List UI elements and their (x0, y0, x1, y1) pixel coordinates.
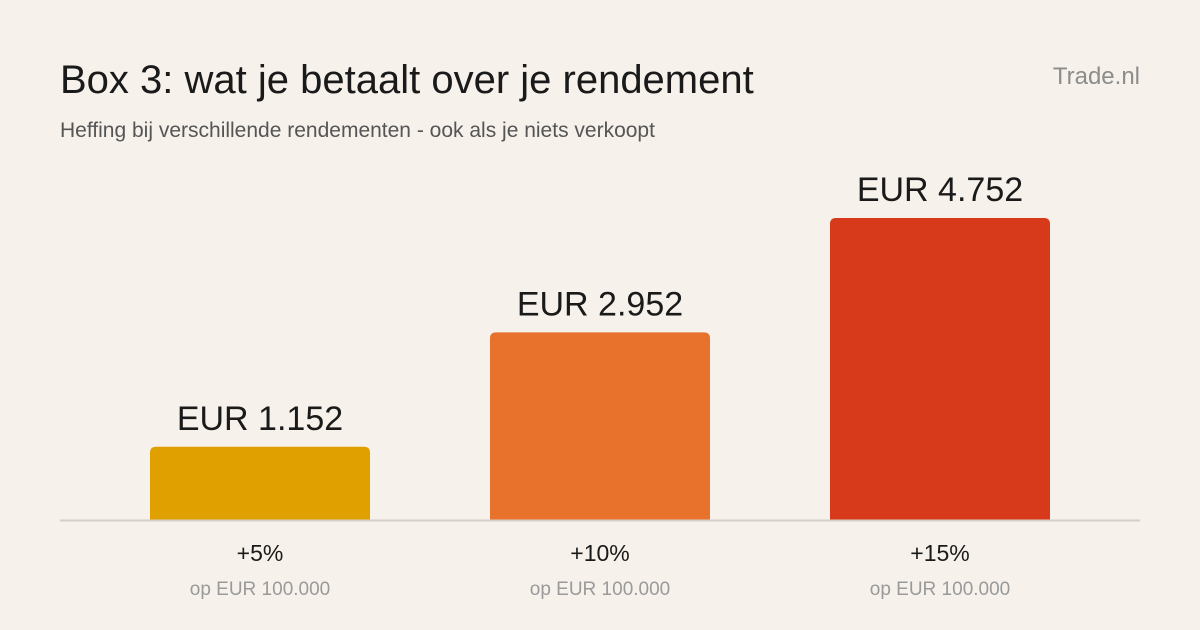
category-sublabel-3: op EUR 100.000 (870, 579, 1011, 600)
bar-1 (150, 446, 370, 520)
value-label-2: EUR 2.952 (517, 285, 683, 323)
bars-group (150, 218, 1050, 520)
brand-logo: Trade.nl (1052, 63, 1140, 90)
bar-3 (830, 218, 1050, 520)
labels-group: EUR 1.152 +5% op EUR 100.000 EUR 2.952 +10% o… (177, 171, 1023, 600)
value-label-1: EUR 1.152 (177, 400, 343, 438)
chart-title: Box 3: wat je betaalt over je rendement (60, 58, 754, 102)
bar-2 (490, 332, 710, 520)
category-label-3: +15% (910, 540, 969, 566)
chart-subtitle: Heffing bij verschillende rendementen - … (60, 119, 655, 142)
value-label-3: EUR 4.752 (857, 171, 1023, 209)
category-label-2: +10% (570, 540, 629, 566)
category-sublabel-2: op EUR 100.000 (530, 579, 671, 600)
category-sublabel-1: op EUR 100.000 (190, 579, 331, 600)
category-label-1: +5% (237, 540, 284, 566)
